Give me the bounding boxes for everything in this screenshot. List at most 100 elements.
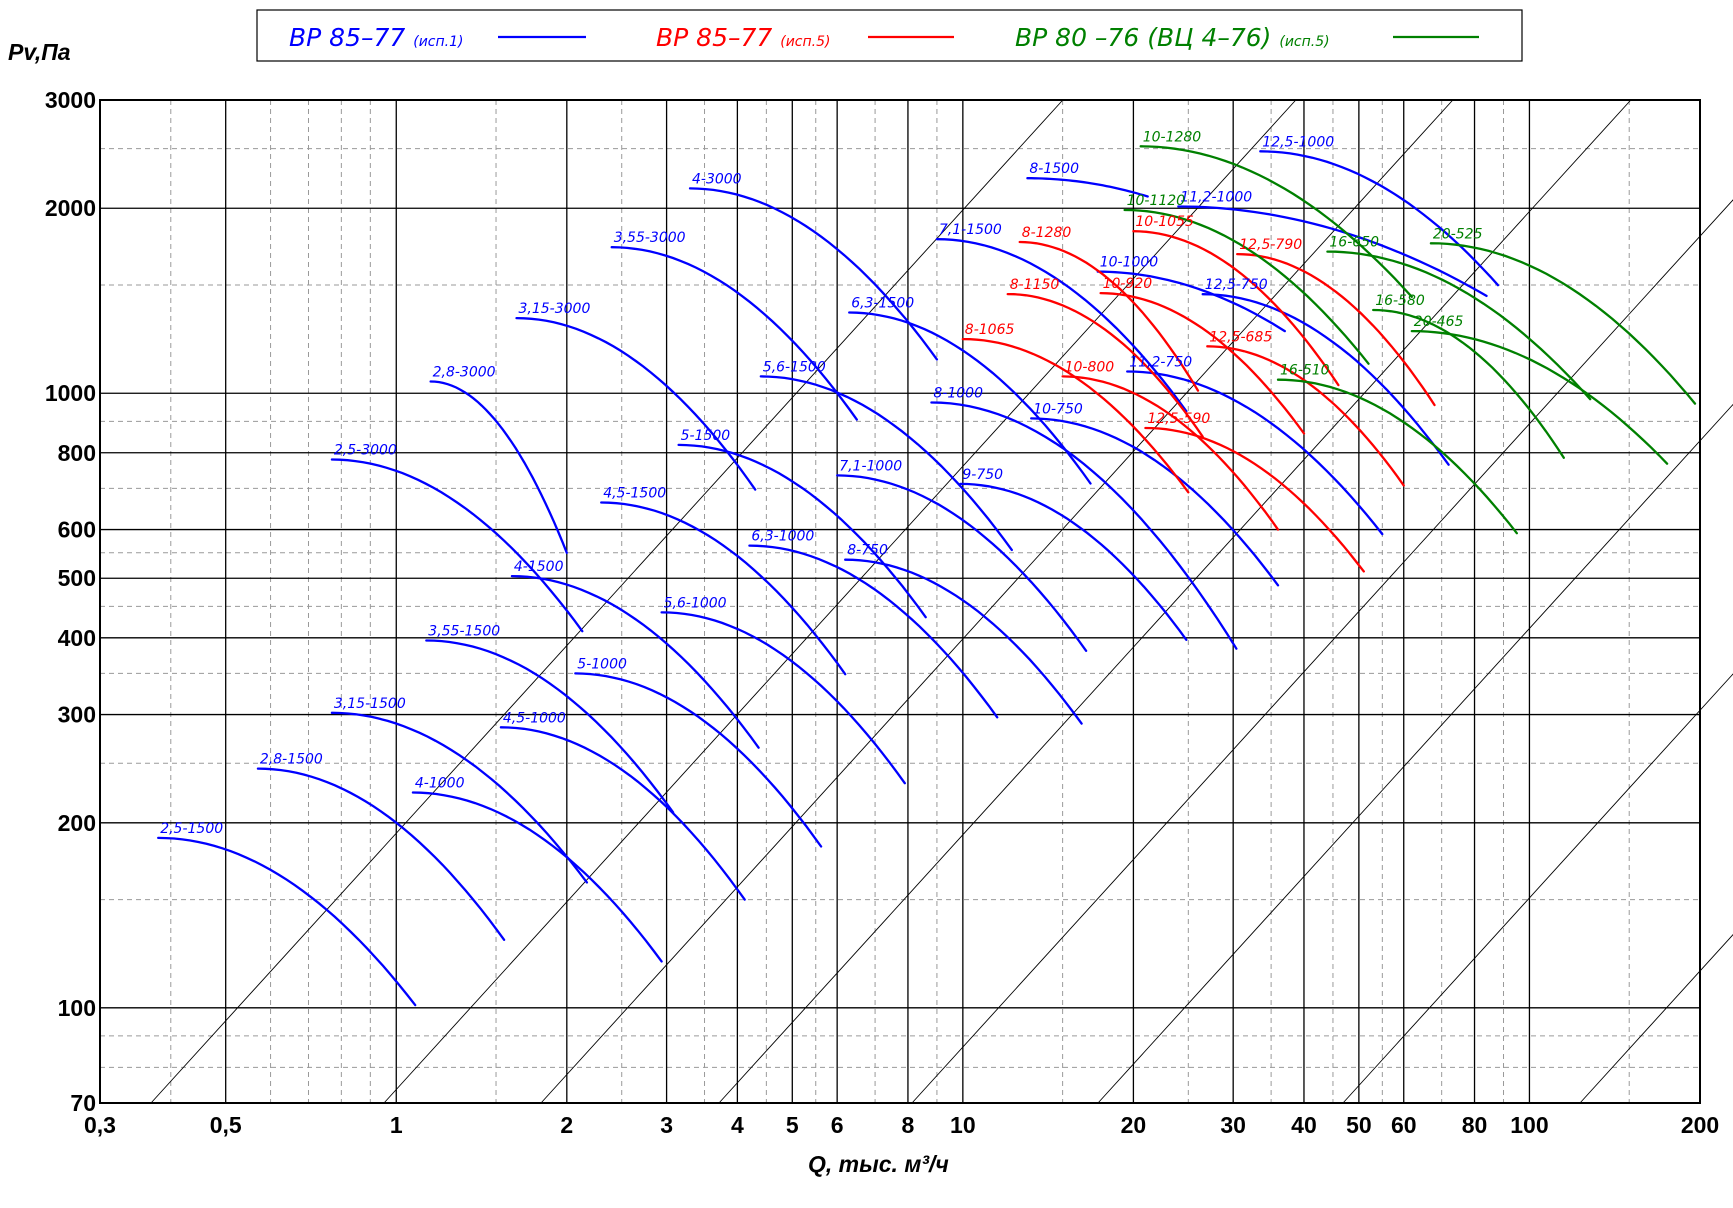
- curve-label-5-1000: 5-1000: [577, 656, 627, 672]
- y-tick-label: 800: [58, 440, 96, 466]
- x-tick-label: 40: [1291, 1112, 1317, 1138]
- fan-curve-16-510: [1276, 378, 1518, 535]
- x-tick-label: 20: [1121, 1112, 1147, 1138]
- curve-label-8-1280: 8-1280: [1022, 225, 1072, 241]
- fan-curve-12,5-790: [1236, 252, 1436, 407]
- fan-curve-5,6-1500: [759, 375, 1013, 552]
- x-tick-label: 10: [950, 1112, 976, 1138]
- curve-label-9-750: 9-750: [962, 467, 1003, 483]
- x-tick-label: 2: [560, 1112, 573, 1138]
- x-tick-label: 1: [390, 1112, 403, 1138]
- fan-curve-16-580: [1372, 308, 1565, 459]
- legend-box: [256, 9, 1523, 62]
- fan-curve-12,5-1000: [1259, 150, 1500, 287]
- fan-curve-8-1150: [1006, 292, 1204, 438]
- curve-label-4-1000: 4-1000: [415, 776, 465, 792]
- x-tick-label: 8: [902, 1112, 915, 1138]
- curve-label-4,5-1500: 4,5-1500: [603, 486, 666, 502]
- plot-frame: [99, 99, 1701, 1104]
- fan-curve-20-525: [1429, 242, 1697, 405]
- curve-label-8-1500: 8-1500: [1029, 161, 1079, 177]
- x-tick-label: 200: [1681, 1112, 1719, 1138]
- fan-curve-12,5-750: [1201, 293, 1450, 466]
- fan-curve-5,6-1000: [660, 611, 906, 785]
- curve-label-5,6-1500: 5,6-1500: [763, 359, 826, 375]
- efficiency-lines: [150, 99, 1733, 1104]
- x-axis-title: Q, тыс. м³/ч: [808, 1151, 949, 1177]
- curve-label-4,5-1000: 4,5-1000: [503, 710, 566, 726]
- curve-label-12,5-590: 12,5-590: [1147, 411, 1210, 427]
- x-tick-label: 100: [1510, 1112, 1548, 1138]
- curve-label-11,2-1000: 11,2-1000: [1180, 190, 1252, 206]
- curve-label-2,5-1500: 2,5-1500: [160, 821, 223, 837]
- fan-curve-10-1055: [1132, 230, 1340, 387]
- x-tick-label: 60: [1391, 1112, 1417, 1138]
- efficiency-line: [1342, 673, 1733, 1104]
- fan-curve-4,5-1500: [600, 501, 847, 676]
- curve-label-3,55-1500: 3,55-1500: [428, 624, 500, 640]
- chart-grid: [99, 99, 1701, 1104]
- x-tick-label: 0,5: [210, 1112, 242, 1138]
- curve-label-10-800: 10-800: [1065, 359, 1115, 375]
- curve-label-10-1120: 10-1120: [1127, 193, 1186, 209]
- curve-label-16-650: 16-650: [1329, 235, 1379, 251]
- x-tick-label: 80: [1462, 1112, 1488, 1138]
- fan-curve-11,2-750: [1126, 370, 1384, 536]
- curve-label-10-1055: 10-1055: [1135, 214, 1194, 230]
- y-tick-label: 2000: [45, 195, 96, 221]
- legend-item-1-label: ВР 85–77 (исп.1): [289, 23, 463, 52]
- fan-curve-3,15-3000: [515, 316, 757, 491]
- fan-curve-12,5-590: [1144, 426, 1365, 573]
- fan-curve-7,1-1500: [935, 238, 1188, 413]
- fan-curve-4-3000: [688, 187, 939, 361]
- curve-label-2,8-3000: 2,8-3000: [433, 365, 496, 381]
- x-tick-label: 4: [731, 1112, 744, 1138]
- y-tick-labels: 70 100 200 300 400 500 600 800 1000 2000 3000: [45, 87, 96, 1116]
- fan-curve-8-1000: [930, 401, 1238, 650]
- curve-label-3,15-1500: 3,15-1500: [334, 696, 406, 712]
- curve-label-5,6-1000: 5,6-1000: [664, 595, 727, 611]
- efficiency-line: [1579, 934, 1733, 1104]
- curve-labels: 2,5-1500 2,8-1500 3,15-1500 3,55-1500 4-1500…: [160, 129, 1482, 837]
- fan-curve-9-750: [959, 482, 1188, 641]
- curve-label-6,3-1000: 6,3-1000: [751, 529, 814, 545]
- fan-curve-4-1000: [411, 791, 663, 963]
- curve-label-12,5-790: 12,5-790: [1239, 237, 1302, 253]
- y-tick-label: 70: [70, 1090, 96, 1116]
- x-tick-label: 5: [786, 1112, 799, 1138]
- efficiency-line: [911, 199, 1733, 1104]
- y-tick-label: 1000: [45, 380, 96, 406]
- x-tick-label: 50: [1346, 1112, 1372, 1138]
- curve-label-6,3-1500: 6,3-1500: [851, 296, 914, 312]
- efficiency-line: [383, 99, 1297, 1104]
- fan-curve-8-750: [844, 558, 1083, 725]
- x-tick-label: 3: [660, 1112, 673, 1138]
- y-tick-label: 3000: [45, 87, 96, 113]
- y-tick-label: 500: [58, 565, 96, 591]
- y-tick-label: 600: [58, 517, 96, 543]
- fan-curve-3,55-1500: [425, 639, 675, 814]
- curve-label-8-1065: 8-1065: [965, 322, 1015, 338]
- fan-curve-5-1000: [574, 672, 823, 848]
- curve-label-10-920: 10-920: [1103, 276, 1153, 292]
- curve-label-12,5-750: 12,5-750: [1205, 277, 1268, 293]
- fan-curve-10-800: [1061, 375, 1280, 531]
- fan-curve-16-650: [1326, 250, 1592, 401]
- curve-label-4-1500: 4-1500: [514, 559, 564, 575]
- x-tick-label: 30: [1220, 1112, 1246, 1138]
- efficiency-line: [540, 99, 1454, 1104]
- curve-label-2,8-1500: 2,8-1500: [260, 752, 323, 768]
- fan-curve-2,5-3000: [330, 458, 584, 633]
- curve-label-20-525: 20-525: [1433, 226, 1483, 242]
- fan-curve-4,5-1000: [499, 726, 746, 901]
- curve-label-10-750: 10-750: [1033, 401, 1083, 417]
- curve-label-20-465: 20-465: [1414, 314, 1464, 330]
- y-tick-label: 100: [58, 995, 96, 1021]
- curve-label-7,1-1500: 7,1-1500: [939, 222, 1002, 238]
- curve-label-10-1000: 10-1000: [1100, 255, 1159, 271]
- fan-curve-2,8-1500: [256, 767, 506, 941]
- fan-curve-4-1500: [510, 574, 760, 749]
- efficiency-line: [718, 99, 1632, 1104]
- fan-curves: [157, 145, 1697, 1007]
